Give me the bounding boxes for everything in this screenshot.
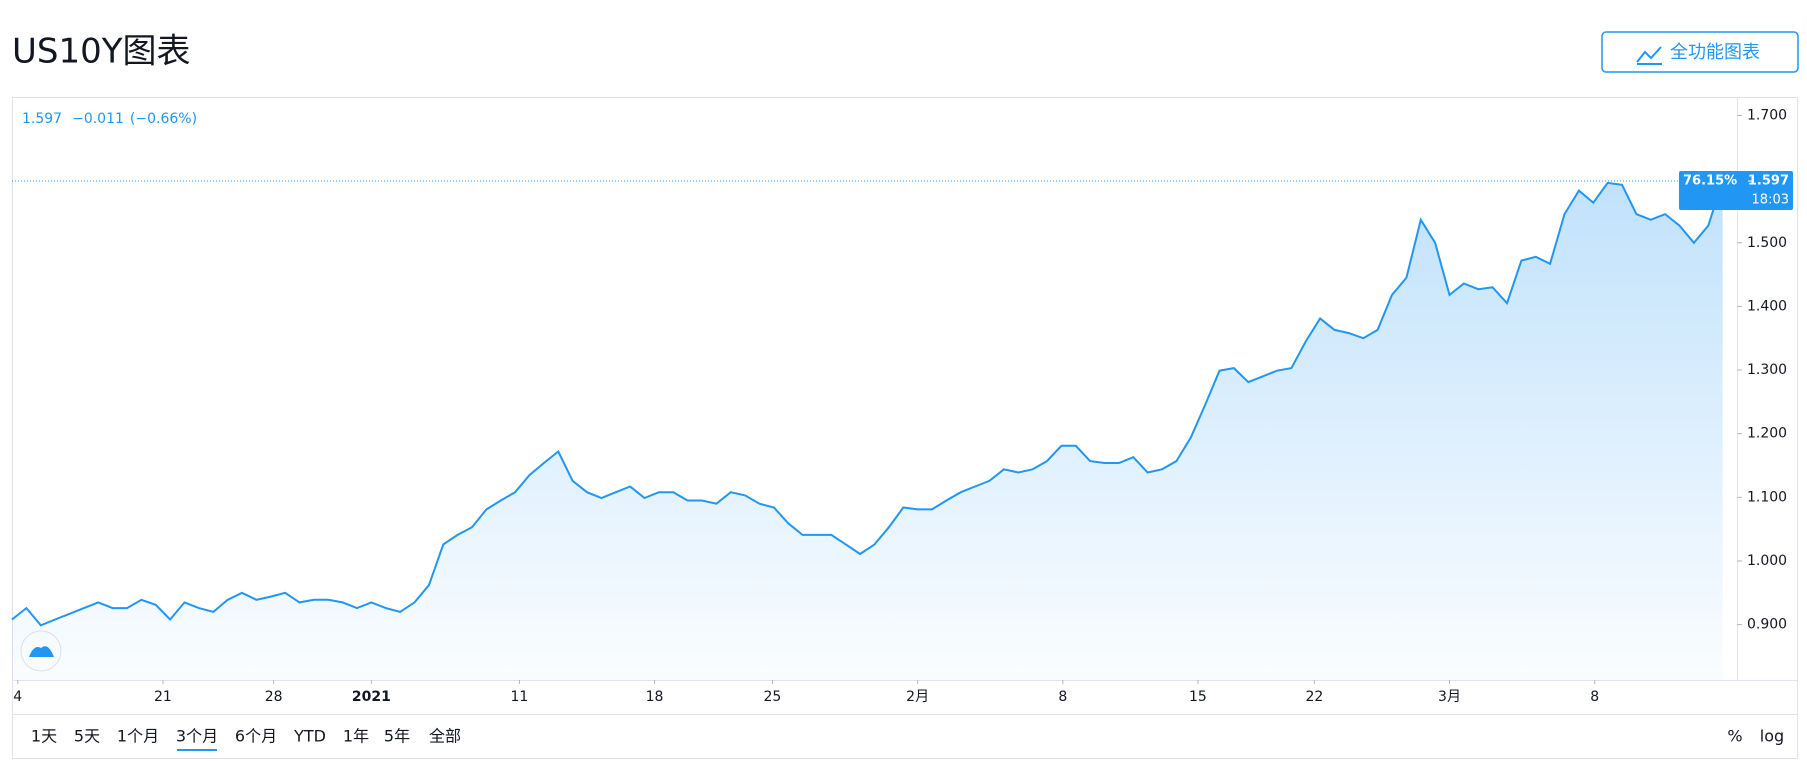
range-button[interactable]: 1年 xyxy=(343,727,369,746)
quote-change-pct: (−0.66%) xyxy=(130,111,197,127)
scale-button[interactable]: log xyxy=(1760,727,1784,746)
x-tick-label: 4 xyxy=(13,689,22,705)
x-tick-label: 11 xyxy=(511,689,529,705)
price-line xyxy=(11,180,1724,627)
y-tick-label: 1.200 xyxy=(1747,426,1787,442)
x-tick-label: 8 xyxy=(1590,689,1599,705)
area-fill xyxy=(12,181,1723,680)
x-tick-label: 3月 xyxy=(1438,689,1461,705)
range-button[interactable]: 5年 xyxy=(384,727,410,746)
y-tick-label: 1.400 xyxy=(1747,298,1787,314)
x-tick-label: 21 xyxy=(154,689,172,705)
x-tick-label: 2月 xyxy=(906,689,929,705)
x-tick-label: 8 xyxy=(1058,689,1067,705)
range-button[interactable]: 1个月 xyxy=(117,727,159,746)
quote-legend: 1.597 −0.011 (−0.66%) xyxy=(22,111,197,127)
chart-frame xyxy=(12,97,1798,759)
y-tick-label: 1.100 xyxy=(1747,489,1787,505)
range-button[interactable]: 全部 xyxy=(429,727,461,746)
x-tick-label: 15 xyxy=(1189,689,1207,705)
y-tick-label: 1.700 xyxy=(1747,107,1787,123)
y-tick-label: 0.900 xyxy=(1747,617,1787,633)
x-tick-label: 28 xyxy=(265,689,283,705)
quote-change: −0.011 xyxy=(72,111,124,127)
scale-button[interactable]: % xyxy=(1727,727,1742,746)
last-price-tag xyxy=(1679,171,1793,211)
x-tick-label: 25 xyxy=(764,689,782,705)
tag-time: 18:03 xyxy=(1752,193,1789,208)
full-chart-button[interactable] xyxy=(1601,31,1799,73)
button-label: 全功能图表 xyxy=(1670,42,1760,63)
y-tick-label: 1.300 xyxy=(1747,362,1787,378)
y-tick-label: 1.500 xyxy=(1747,235,1787,251)
range-button[interactable]: 1天 xyxy=(31,727,57,746)
range-button[interactable]: YTD xyxy=(293,727,326,746)
page-title: US10Y图表 xyxy=(12,32,191,72)
range-button[interactable]: 3个月 xyxy=(176,727,218,746)
tag-price: 1.597 xyxy=(1748,174,1789,189)
quote-price: 1.597 xyxy=(22,111,62,127)
x-tick-label: 2021 xyxy=(352,689,391,705)
tag-percent: 76.15% xyxy=(1683,174,1737,189)
range-button[interactable]: 6个月 xyxy=(235,727,277,746)
x-tick-label: 18 xyxy=(646,689,664,705)
button-icon xyxy=(1636,46,1662,65)
x-tick-label: 22 xyxy=(1305,689,1323,705)
y-tick-label: 1.000 xyxy=(1747,553,1787,569)
range-button[interactable]: 5天 xyxy=(74,727,100,746)
